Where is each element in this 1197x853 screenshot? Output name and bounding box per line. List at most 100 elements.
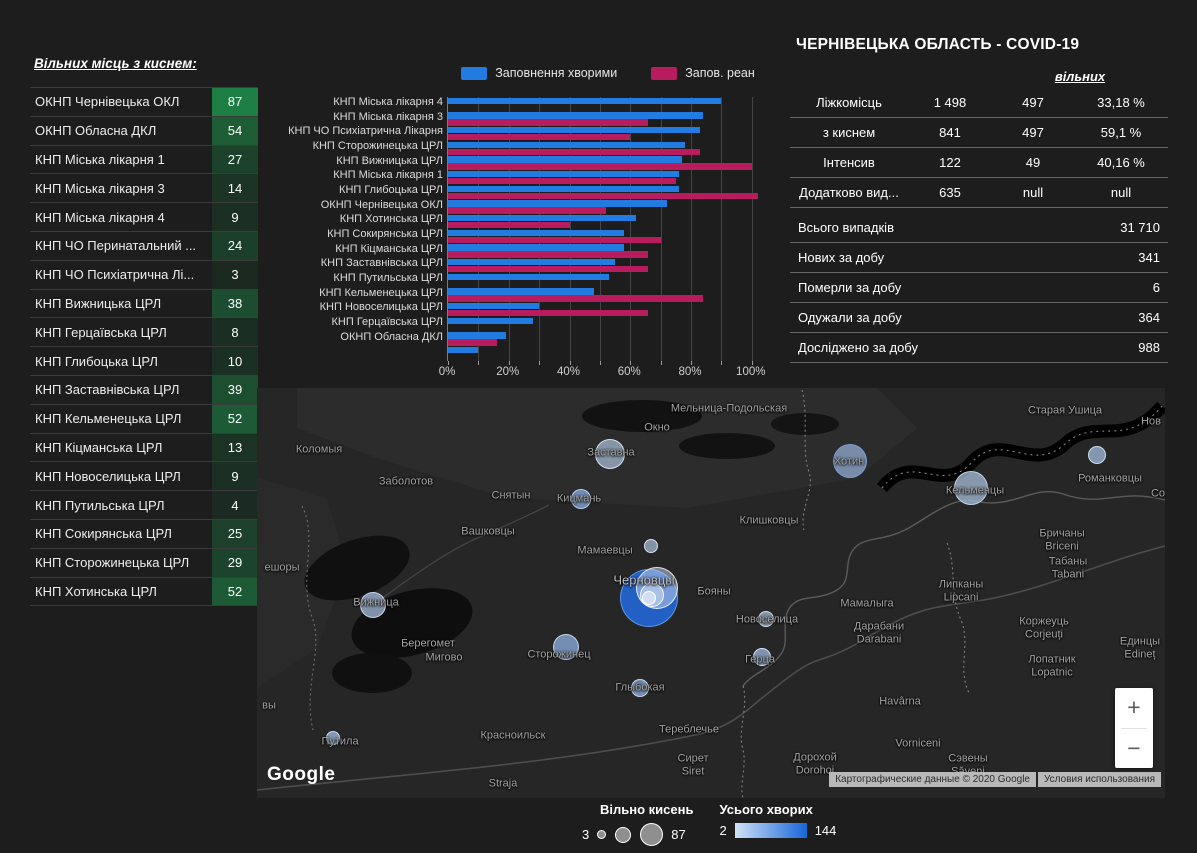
- map-place-label: Единцы Edineț: [1119, 635, 1161, 660]
- icu-bar[interactable]: [448, 221, 570, 229]
- case-bubble-storozhynets[interactable]: [553, 634, 579, 660]
- hospital-name: КНП Заставнівська ЦРЛ: [35, 382, 180, 398]
- icu-bar[interactable]: [448, 339, 497, 346]
- patients-bar[interactable]: [448, 156, 682, 163]
- metric-label: Ліжкомісць: [816, 95, 882, 110]
- icu-bar[interactable]: [448, 265, 649, 273]
- stat-row: Всього випадків 31 710: [790, 213, 1168, 243]
- free-oxygen-badge: 13: [212, 433, 258, 462]
- google-logo[interactable]: Google: [267, 764, 336, 785]
- stat-label: Нових за добу: [798, 250, 885, 265]
- chart-gridline: [660, 97, 662, 361]
- case-bubble-kelmentsi[interactable]: [954, 471, 988, 505]
- map-place-label: Со: [1150, 487, 1165, 500]
- capacity-row: з киснем 841 497 59,1 %: [790, 118, 1168, 148]
- map-terms-link[interactable]: Условия использования: [1038, 772, 1161, 787]
- icu-bar[interactable]: [448, 119, 649, 126]
- patients-bar[interactable]: [448, 303, 540, 310]
- capacity-table-header: вільних: [790, 64, 1168, 88]
- icu-bar[interactable]: [448, 133, 631, 141]
- icu-bar[interactable]: [448, 309, 649, 317]
- stat-label: Померли за добу: [798, 280, 902, 295]
- free-pct: 33,18 %: [1097, 95, 1145, 110]
- zoom-control-divider: [1121, 727, 1147, 729]
- patients-bar[interactable]: [448, 332, 506, 339]
- chart-legend-item: Заповнення хворими: [461, 66, 617, 80]
- chart-plot-area[interactable]: [447, 97, 770, 365]
- icu-bar[interactable]: [448, 236, 661, 243]
- icu-bar[interactable]: [448, 207, 606, 214]
- case-bubble-khotyn[interactable]: [833, 444, 867, 478]
- case-bubble-hertsa[interactable]: [753, 648, 771, 666]
- case-bubble-hlyboka[interactable]: [631, 679, 649, 697]
- case-bubble-mamaivtsi[interactable]: [644, 539, 658, 553]
- patients-bar[interactable]: [448, 288, 594, 295]
- free-oxygen-badge: 24: [212, 231, 258, 260]
- oxygen-table-row: КНП Новоселицька ЦРЛ 9: [30, 462, 258, 492]
- patients-bar[interactable]: [448, 229, 625, 237]
- map-place-label: Снятын: [491, 489, 531, 502]
- chart-category-label: ОКНП Обласна ДКЛ: [340, 330, 443, 343]
- patients-bar[interactable]: [448, 141, 685, 149]
- icu-bar[interactable]: [448, 192, 758, 199]
- case-bubble-romankivtsi[interactable]: [1088, 446, 1106, 464]
- free-oxygen-badge: 27: [212, 145, 258, 174]
- chart-axis-tick: [448, 361, 449, 365]
- patients-bar[interactable]: [448, 185, 679, 193]
- capacity-row: Ліжкомісць 1 498 497 33,18 %: [790, 88, 1168, 118]
- icu-bar[interactable]: [448, 177, 676, 185]
- map-place-label: Кицмань: [556, 492, 602, 505]
- map-canvas[interactable]: Коломыя Заболотов Снятын Кицмань Вашковцы ешо…: [257, 388, 1165, 798]
- icu-bar[interactable]: [448, 295, 704, 302]
- chart-category-label: КНП Вижницька ЦРЛ: [336, 154, 443, 167]
- chart-gridline: [691, 97, 693, 361]
- chart-category-label: КНП Сторожинецька ЦРЛ: [312, 140, 443, 152]
- capacity-table: Ліжкомісць 1 498 497 33,18 % з киснем 841 497 5…: [790, 88, 1168, 208]
- chart-legend-item: Запов. реан: [651, 66, 755, 80]
- icu-bar[interactable]: [448, 148, 701, 155]
- stats-panel: ЧЕРНІВЕЦЬКА ОБЛАСТЬ - COVID-19 вільних Л…: [790, 28, 1168, 363]
- map-place-label: Коржеуць Corjeuți: [1019, 615, 1069, 640]
- oxygen-table-row: ОКНП Чернівецька ОКЛ 87: [30, 88, 258, 117]
- icu-bar[interactable]: [448, 251, 649, 258]
- case-bubble-putyla[interactable]: [326, 731, 340, 745]
- legend-label: Заповнення хворими: [495, 66, 618, 80]
- metric-label: Додатково вид...: [799, 185, 899, 200]
- hospital-name: КНП Хотинська ЦРЛ: [35, 583, 157, 599]
- capacity-row: Інтенсив 122 49 40,16 %: [790, 148, 1168, 178]
- case-bubble-zastavna[interactable]: [595, 439, 625, 469]
- hospital-name: КНП Путильська ЦРЛ: [35, 497, 165, 513]
- free-pct: 40,16 %: [1097, 155, 1145, 170]
- icu-bar[interactable]: [448, 163, 752, 170]
- map-place-label: Вижница: [353, 596, 399, 609]
- patients-bar[interactable]: [448, 259, 616, 266]
- patients-bar[interactable]: [448, 200, 667, 207]
- hospital-name: КНП ЧО Психіатрична Лі...: [35, 267, 195, 283]
- oxygen-table-row: КНП ЧО Психіатрична Лі... 3: [30, 260, 258, 290]
- map-place-label: Коломыя: [295, 443, 343, 456]
- case-bubble-chernivtsi-4[interactable]: [642, 591, 656, 605]
- map-terrain-decoration: [257, 388, 1165, 798]
- patients-bar[interactable]: [448, 244, 625, 251]
- zoom-in-button[interactable]: +: [1115, 688, 1153, 728]
- map-place-label: Нов: [1141, 415, 1161, 428]
- patients-bar[interactable]: [448, 171, 679, 178]
- case-bubble-vyzhnytsia[interactable]: [360, 592, 386, 618]
- case-bubble-kitsman[interactable]: [571, 489, 591, 509]
- hospital-name: ОКНП Обласна ДКЛ: [35, 123, 157, 139]
- metric-label: Інтенсив: [823, 155, 875, 170]
- patients-bar[interactable]: [448, 215, 637, 222]
- free-value: null: [1022, 185, 1044, 200]
- color-legend-gradient: [734, 823, 807, 838]
- patients-bar[interactable]: [448, 97, 722, 105]
- patients-bar[interactable]: [448, 127, 701, 134]
- map-legends: Вільно кисень 3 87 Усього хворих 2 144: [582, 802, 836, 846]
- map-place-label: Герца: [745, 653, 775, 666]
- patients-bar[interactable]: [448, 347, 479, 354]
- case-bubble-novoselytsia[interactable]: [758, 611, 774, 627]
- patients-bar[interactable]: [448, 112, 704, 119]
- patients-bar[interactable]: [448, 273, 609, 281]
- stat-row: Померли за добу 6: [790, 273, 1168, 303]
- patients-bar[interactable]: [448, 317, 534, 325]
- zoom-out-button[interactable]: −: [1115, 729, 1153, 769]
